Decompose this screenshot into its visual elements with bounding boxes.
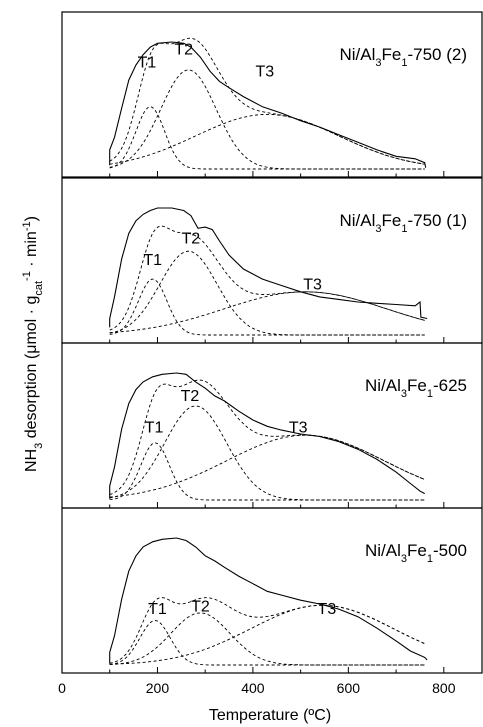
chart-panels: T1 T2 T3 Ni/Al3Fe1-750 (2) T1 T2 T3 Ni/Al3Fe1-7…: [61, 11, 483, 674]
peak-label-t1: T1: [143, 252, 162, 269]
peak-fit-t3: [109, 291, 425, 334]
peak-label-t2: T2: [181, 388, 200, 405]
peak-fit-t3: [109, 434, 425, 498]
peak-fit-sum: [109, 225, 425, 331]
panel-frame: [61, 507, 483, 674]
peak-label-t3: T3: [318, 601, 337, 618]
total-desorption-curve: [109, 537, 428, 664]
panel-frame: [61, 342, 483, 509]
peak-fit-t2: [109, 612, 425, 666]
panel-1: T1 T2 T3 Ni/Al3Fe1-750 (2): [61, 11, 483, 178]
panel-sample-label: Ni/Al3Fe1-750 (1): [339, 211, 467, 235]
x-axis-label: Temperature (ºC): [209, 707, 331, 724]
peak-label-t2: T2: [174, 42, 193, 59]
peak-fit-t1: [109, 620, 425, 666]
y-axis-label: NH3 desorption (μmol · gcat-1 · min-1): [21, 216, 45, 472]
x-tick-label: 400: [241, 680, 265, 696]
x-axis: 0 200 400 600 800: [58, 680, 456, 696]
peak-label-t3: T3: [303, 276, 322, 293]
peak-fit-t1: [109, 278, 425, 336]
panel-sample-label: Ni/Al3Fe1-750 (2): [339, 45, 467, 69]
peak-fit-sum: [109, 379, 425, 496]
panel-sample-label: Ni/Al3Fe1-500: [365, 541, 467, 565]
total-desorption-curve: [109, 207, 428, 328]
total-desorption-curve: [109, 372, 425, 499]
peak-label-t2: T2: [191, 599, 210, 616]
x-tick-label: 600: [337, 680, 361, 696]
panel-frame: [61, 177, 483, 344]
peak-fit-t1: [109, 106, 425, 170]
peak-fit-sum: [109, 597, 425, 664]
peak-label-t1: T1: [148, 601, 167, 618]
peak-fit-t2: [109, 69, 425, 170]
peak-label-t3: T3: [289, 420, 308, 437]
panel-3: T1 T2 T3 Ni/Al3Fe1-625: [61, 342, 483, 509]
peak-fit-t1: [109, 442, 425, 501]
peak-fit-t2: [109, 405, 425, 501]
peak-fit-t3: [109, 113, 425, 165]
peak-fit-t2: [109, 250, 425, 336]
panel-sample-label: Ni/Al3Fe1-625: [365, 376, 467, 400]
x-tick-label: 0: [58, 680, 66, 696]
panel-frame: [61, 11, 483, 178]
panel-2: T1 T2 T3 Ni/Al3Fe1-750 (1): [61, 177, 483, 344]
panel-4: T1 T2 T3 Ni/Al3Fe1-500: [61, 507, 483, 674]
x-tick-label: 800: [432, 680, 456, 696]
peak-label-t2: T2: [182, 231, 201, 248]
peak-label-t1: T1: [138, 54, 157, 71]
total-desorption-curve: [109, 41, 427, 168]
peak-label-t1: T1: [145, 420, 164, 437]
peak-label-t3: T3: [256, 63, 275, 80]
x-tick-label: 200: [146, 680, 170, 696]
